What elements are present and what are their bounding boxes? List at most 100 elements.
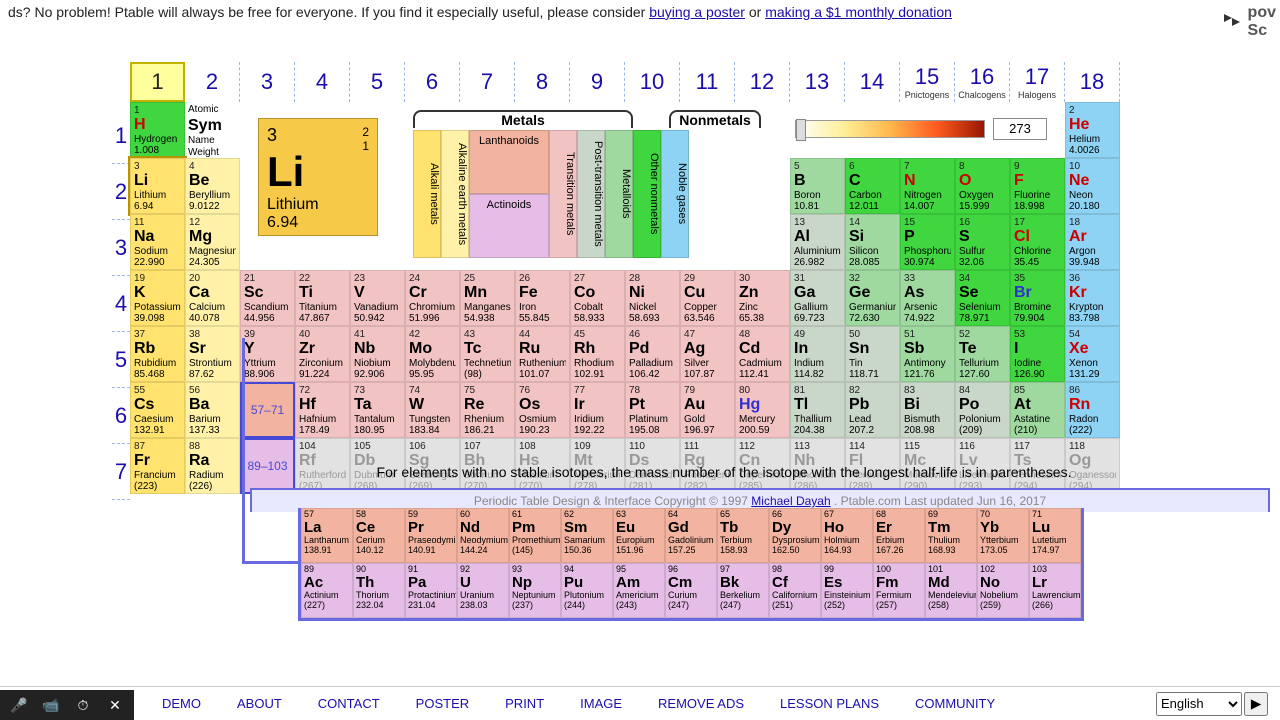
group-2[interactable]: 2 bbox=[185, 62, 240, 102]
timer-icon[interactable]: ⏱ bbox=[74, 696, 92, 714]
group-13[interactable]: 13 bbox=[790, 62, 845, 102]
element-Bi[interactable]: 83BiBismuth208.98 bbox=[900, 382, 955, 438]
element-Ho[interactable]: 67HoHolmium164.93 bbox=[821, 508, 873, 563]
element-P[interactable]: 15PPhosphorus30.974 bbox=[900, 214, 955, 270]
element-Pb[interactable]: 82PbLead207.2 bbox=[845, 382, 900, 438]
element-As[interactable]: 33AsArsenic74.922 bbox=[900, 270, 955, 326]
element-Pd[interactable]: 46PdPalladium106.42 bbox=[625, 326, 680, 382]
element-Cf[interactable]: 98CfCalifornium(251) bbox=[769, 563, 821, 618]
group-10[interactable]: 10 bbox=[625, 62, 680, 102]
group-1[interactable]: 1 bbox=[130, 62, 185, 102]
element-Bk[interactable]: 97BkBerkelium(247) bbox=[717, 563, 769, 618]
element-Cm[interactable]: 96CmCurium(247) bbox=[665, 563, 717, 618]
element-Tl[interactable]: 81TlThallium204.38 bbox=[790, 382, 845, 438]
group-9[interactable]: 9 bbox=[570, 62, 625, 102]
element-Cs[interactable]: 55CsCaesium132.91 bbox=[130, 382, 185, 438]
element-S[interactable]: 16SSulfur32.06 bbox=[955, 214, 1010, 270]
element-Ru[interactable]: 44RuRuthenium101.07 bbox=[515, 326, 570, 382]
temperature-value[interactable]: 273 bbox=[993, 118, 1047, 140]
element-Gd[interactable]: 64GdGadolinium157.25 bbox=[665, 508, 717, 563]
mic-icon[interactable]: 🎤 bbox=[10, 696, 28, 714]
element-W[interactable]: 74WTungsten183.84 bbox=[405, 382, 460, 438]
element-Ac[interactable]: 89AcActinium(227) bbox=[301, 563, 353, 618]
element-Re[interactable]: 75ReRhenium186.21 bbox=[460, 382, 515, 438]
element-Ce[interactable]: 58CeCerium140.12 bbox=[353, 508, 405, 563]
element-Po[interactable]: 84PoPolonium(209) bbox=[955, 382, 1010, 438]
footer-link-print[interactable]: PRINT bbox=[505, 696, 544, 711]
element-C[interactable]: 6CCarbon12.011 bbox=[845, 158, 900, 214]
element-Ra[interactable]: 88RaRadium(226) bbox=[185, 438, 240, 494]
element-Ta[interactable]: 73TaTantalum180.95 bbox=[350, 382, 405, 438]
group-12[interactable]: 12 bbox=[735, 62, 790, 102]
element-Pt[interactable]: 78PtPlatinum195.08 bbox=[625, 382, 680, 438]
element-Pr[interactable]: 59PrPraseodymium140.91 bbox=[405, 508, 457, 563]
element-Ca[interactable]: 20CaCalcium40.078 bbox=[185, 270, 240, 326]
element-Tc[interactable]: 43TcTechnetium(98) bbox=[460, 326, 515, 382]
element-K[interactable]: 19KPotassium39.098 bbox=[130, 270, 185, 326]
language-go-button[interactable]: ▶ bbox=[1244, 692, 1268, 716]
element-Lu[interactable]: 71LuLutetium174.97 bbox=[1029, 508, 1081, 563]
element-Dy[interactable]: 66DyDysprosium162.50 bbox=[769, 508, 821, 563]
element-Mo[interactable]: 42MoMolybdenum95.95 bbox=[405, 326, 460, 382]
author-link[interactable]: Michael Dayah bbox=[751, 494, 830, 508]
element-Ar[interactable]: 18ArArgon39.948 bbox=[1065, 214, 1120, 270]
buy-poster-link[interactable]: buying a poster bbox=[649, 4, 745, 20]
element-Ne[interactable]: 10NeNeon20.180 bbox=[1065, 158, 1120, 214]
element-Br[interactable]: 35BrBromine79.904 bbox=[1010, 270, 1065, 326]
footer-link-contact[interactable]: CONTACT bbox=[318, 696, 380, 711]
element-Na[interactable]: 11NaSodium22.990 bbox=[130, 214, 185, 270]
element-Mn[interactable]: 25MnManganese54.938 bbox=[460, 270, 515, 326]
group-6[interactable]: 6 bbox=[405, 62, 460, 102]
category-noble[interactable]: Noble gases bbox=[661, 130, 689, 258]
footer-link-about[interactable]: ABOUT bbox=[237, 696, 282, 711]
element-Th[interactable]: 90ThThorium232.04 bbox=[353, 563, 405, 618]
group-18[interactable]: 18 bbox=[1065, 62, 1120, 102]
category-othernon[interactable]: Other nonmetals bbox=[633, 130, 661, 258]
group-14[interactable]: 14 bbox=[845, 62, 900, 102]
element-Te[interactable]: 52TeTellurium127.60 bbox=[955, 326, 1010, 382]
camera-icon[interactable]: 📹 bbox=[42, 696, 60, 714]
element-At[interactable]: 85AtAstatine(210) bbox=[1010, 382, 1065, 438]
element-Fr[interactable]: 87FrFrancium(223) bbox=[130, 438, 185, 494]
element-Fm[interactable]: 100FmFermium(257) bbox=[873, 563, 925, 618]
element-Hg[interactable]: 80HgMercury200.59 bbox=[735, 382, 790, 438]
temperature-slider[interactable] bbox=[795, 120, 985, 138]
group-3[interactable]: 3 bbox=[240, 62, 295, 102]
element-Al[interactable]: 13AlAluminium26.982 bbox=[790, 214, 845, 270]
element-Ge[interactable]: 32GeGermanium72.630 bbox=[845, 270, 900, 326]
element-Cu[interactable]: 29CuCopper63.546 bbox=[680, 270, 735, 326]
element-Zn[interactable]: 30ZnZinc65.38 bbox=[735, 270, 790, 326]
element-Si[interactable]: 14SiSilicon28.085 bbox=[845, 214, 900, 270]
element-Md[interactable]: 101MdMendelevium(258) bbox=[925, 563, 977, 618]
element-Co[interactable]: 27CoCobalt58.933 bbox=[570, 270, 625, 326]
element-Np[interactable]: 93NpNeptunium(237) bbox=[509, 563, 561, 618]
category-post[interactable]: Post-transition metals bbox=[577, 130, 605, 258]
footer-link-remove-ads[interactable]: REMOVE ADS bbox=[658, 696, 744, 711]
element-Rn[interactable]: 86RnRadon(222) bbox=[1065, 382, 1120, 438]
category-metalloid[interactable]: Metalloids bbox=[605, 130, 633, 258]
element-Os[interactable]: 76OsOsmium190.23 bbox=[515, 382, 570, 438]
element-Lr[interactable]: 103LrLawrencium(266) bbox=[1029, 563, 1081, 618]
category-alkali[interactable]: Alkali metals bbox=[413, 130, 441, 258]
category-lanth[interactable]: Lanthanoids bbox=[469, 130, 549, 194]
nonmetals-header[interactable]: Nonmetals bbox=[669, 110, 761, 128]
element-F[interactable]: 9FFluorine18.998 bbox=[1010, 158, 1065, 214]
element-Ir[interactable]: 77IrIridium192.22 bbox=[570, 382, 625, 438]
group-7[interactable]: 7 bbox=[460, 62, 515, 102]
period-7[interactable]: 7 bbox=[112, 444, 130, 500]
element-Hf[interactable]: 72HfHafnium178.49 bbox=[295, 382, 350, 438]
element-In[interactable]: 49InIndium114.82 bbox=[790, 326, 845, 382]
element-Nd[interactable]: 60NdNeodymium144.24 bbox=[457, 508, 509, 563]
element-B[interactable]: 5BBoron10.81 bbox=[790, 158, 845, 214]
element-Rb[interactable]: 37RbRubidium85.468 bbox=[130, 326, 185, 382]
period-6[interactable]: 6 bbox=[112, 388, 130, 444]
element-Tm[interactable]: 69TmThulium168.93 bbox=[925, 508, 977, 563]
period-5[interactable]: 5 bbox=[112, 332, 130, 388]
element-I[interactable]: 53IIodine126.90 bbox=[1010, 326, 1065, 382]
element-Eu[interactable]: 63EuEuropium151.96 bbox=[613, 508, 665, 563]
element-Sc[interactable]: 21ScScandium44.956 bbox=[240, 270, 295, 326]
element-Mg[interactable]: 12MgMagnesium24.305 bbox=[185, 214, 240, 270]
element-Pu[interactable]: 94PuPlutonium(244) bbox=[561, 563, 613, 618]
category-trans[interactable]: Transition metals bbox=[549, 130, 577, 258]
element-Rh[interactable]: 45RhRhodium102.91 bbox=[570, 326, 625, 382]
